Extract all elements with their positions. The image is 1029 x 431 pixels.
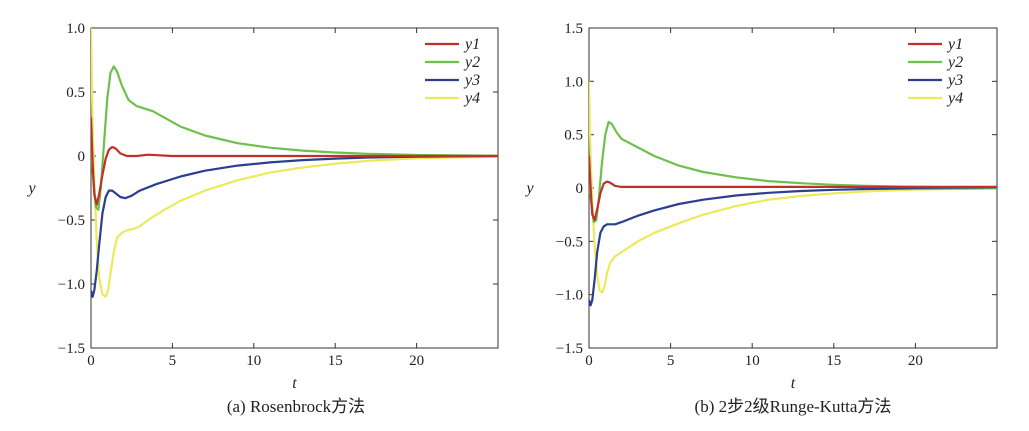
x-tick-label: 20 xyxy=(908,353,923,369)
series-line-y1 xyxy=(589,155,997,222)
series-line-y2 xyxy=(589,120,997,224)
x-tick-label: 5 xyxy=(667,353,675,369)
chart-caption: (a) Rosenbrock方法 xyxy=(227,397,365,416)
legend-label-y2: y2 xyxy=(463,54,480,71)
plot-frame xyxy=(90,27,499,349)
x-tick-label: 0 xyxy=(87,353,95,369)
x-tick-label: 20 xyxy=(409,353,424,369)
x-tick-label: 15 xyxy=(328,353,343,369)
chart-b: 0 5 10 15 20 −1.5 −1.0 −0.5 0 0.5 1.0 1.5 t y y1y2y3y4… xyxy=(524,21,998,416)
legend-label-y4: y4 xyxy=(946,90,963,107)
y-tick-label: 1.0 xyxy=(564,74,583,90)
x-tick-label: 10 xyxy=(246,353,261,369)
series-line-y4 xyxy=(91,28,498,298)
series-line-y1 xyxy=(91,117,498,206)
x-axis-label: t xyxy=(292,375,297,392)
x-tick-label: 0 xyxy=(585,353,593,369)
y-tick-label: 1.0 xyxy=(66,21,85,37)
y-tick-label: −1.0 xyxy=(556,288,583,304)
y-tick-label: 0 xyxy=(576,181,584,197)
y-tick-label: −0.5 xyxy=(556,234,583,250)
legend-label-y1: y1 xyxy=(946,36,963,53)
legend-label-y2: y2 xyxy=(946,54,963,71)
series-line-y3 xyxy=(91,154,498,298)
chart-caption: (b) 2步2级Runge-Kutta方法 xyxy=(695,397,892,416)
y-axis-label: y xyxy=(524,180,534,197)
legend-label-y4: y4 xyxy=(463,90,480,107)
series-line-y3 xyxy=(589,186,997,307)
series-line-y2 xyxy=(91,65,498,211)
y-tick-label: 1.5 xyxy=(564,21,583,37)
legend-label-y3: y3 xyxy=(463,72,480,89)
y-axis-label: y xyxy=(26,180,36,197)
y-tick-label: −0.5 xyxy=(58,213,85,229)
legend-label-y1: y1 xyxy=(463,36,480,53)
y-tick-label: −1.5 xyxy=(556,341,583,357)
x-axis-label: t xyxy=(791,375,796,392)
y-tick-label: −1.5 xyxy=(58,341,85,357)
series-line-y4 xyxy=(589,81,997,294)
x-tick-label: 10 xyxy=(745,353,760,369)
y-tick-label: −1.0 xyxy=(58,277,85,293)
legend-label-y3: y3 xyxy=(946,72,963,89)
y-tick-label: 0.5 xyxy=(66,85,85,101)
x-tick-label: 5 xyxy=(169,353,177,369)
y-tick-label: 0.5 xyxy=(564,128,583,144)
x-tick-label: 15 xyxy=(826,353,841,369)
y-tick-label: 0 xyxy=(78,149,86,165)
